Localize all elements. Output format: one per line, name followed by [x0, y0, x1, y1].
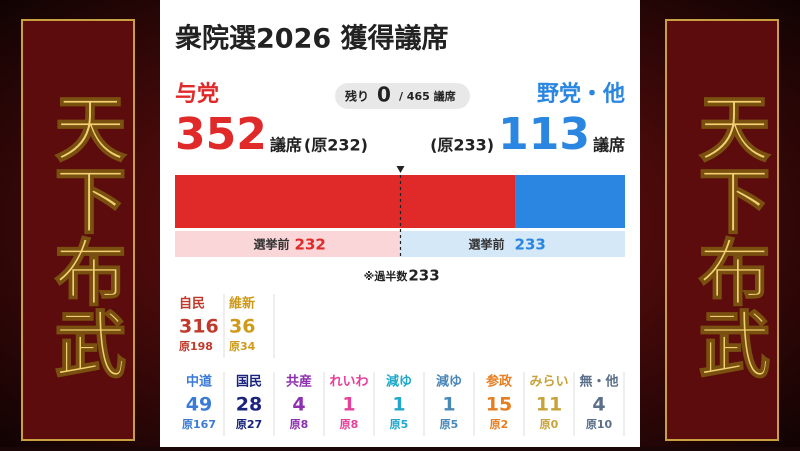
party-name: 自民 — [179, 296, 205, 312]
party-name: 減ゆ — [386, 374, 412, 390]
majority-value: 233 — [408, 267, 439, 285]
party-seats: 36 — [229, 316, 255, 338]
before-opposition-label: 選挙前 — [469, 237, 505, 252]
majority-label: ※過半数 — [364, 269, 409, 283]
opposition-bar — [515, 175, 625, 228]
party-previous: 原167 — [182, 418, 216, 431]
party-previous: 原34 — [229, 340, 256, 353]
party-name: 維新 — [229, 296, 255, 312]
party-seats: 1 — [442, 394, 455, 416]
ruling-bar — [175, 175, 516, 228]
title: 衆院選2026 獲得議席 — [175, 23, 449, 55]
ruling-previous: (原232) — [304, 136, 368, 155]
party-seats: 15 — [486, 394, 512, 416]
party-previous: 原198 — [179, 340, 213, 353]
party-previous: 原2 — [490, 418, 509, 431]
party-seats: 1 — [392, 394, 405, 416]
remaining-value: 0 — [377, 83, 391, 107]
party-name: 共産 — [286, 374, 312, 390]
party-previous: 原8 — [340, 418, 359, 431]
party-previous: 原5 — [440, 418, 459, 431]
party-seats: 4 — [592, 394, 605, 416]
banner-text: 天下布武 — [42, 91, 127, 379]
banner-text: 天下布武 — [686, 91, 771, 379]
majority-marker — [396, 166, 405, 173]
party-previous: 原5 — [390, 418, 409, 431]
party-name: 国民 — [236, 375, 262, 390]
party-seats: 1 — [342, 394, 355, 416]
ruling-seats: 352 — [175, 109, 267, 160]
remaining-pill — [335, 83, 470, 109]
remaining-label: 残り — [345, 89, 369, 104]
opposition-label: 野党・他 — [537, 82, 625, 107]
party-name: れいわ — [329, 375, 368, 390]
party-name: 中道 — [186, 374, 212, 390]
before-ruling-bar — [175, 231, 400, 257]
party-seats: 316 — [179, 316, 219, 338]
before-opposition-bar — [399, 231, 625, 257]
party-previous: 原27 — [236, 418, 262, 431]
party-previous: 原0 — [540, 418, 559, 431]
before-opposition: 233 — [515, 236, 546, 254]
opposition-unit: 議席 — [593, 136, 625, 155]
banner-right — [665, 19, 779, 441]
party-seats: 11 — [536, 394, 562, 416]
party-previous: 原8 — [290, 418, 309, 431]
remaining-total: / 465 議席 — [399, 89, 456, 103]
party-seats: 4 — [292, 394, 305, 416]
party-previous: 原10 — [586, 418, 613, 431]
party-name: 無・他 — [579, 374, 618, 390]
before-ruling: 232 — [295, 236, 326, 254]
party-name: みらい — [529, 375, 568, 390]
before-ruling-label: 選挙前 — [254, 237, 290, 252]
opposition-seats: 113 — [498, 109, 590, 160]
ruling-unit: 議席 — [270, 136, 302, 155]
party-name: 減ゆ — [436, 374, 462, 390]
banner-left — [21, 19, 135, 441]
ruling-label: 与党 — [175, 82, 219, 107]
party-seats: 28 — [236, 394, 262, 416]
party-name: 参政 — [486, 374, 513, 390]
opposition-previous: (原233) — [430, 136, 494, 155]
party-seats: 49 — [186, 394, 212, 416]
